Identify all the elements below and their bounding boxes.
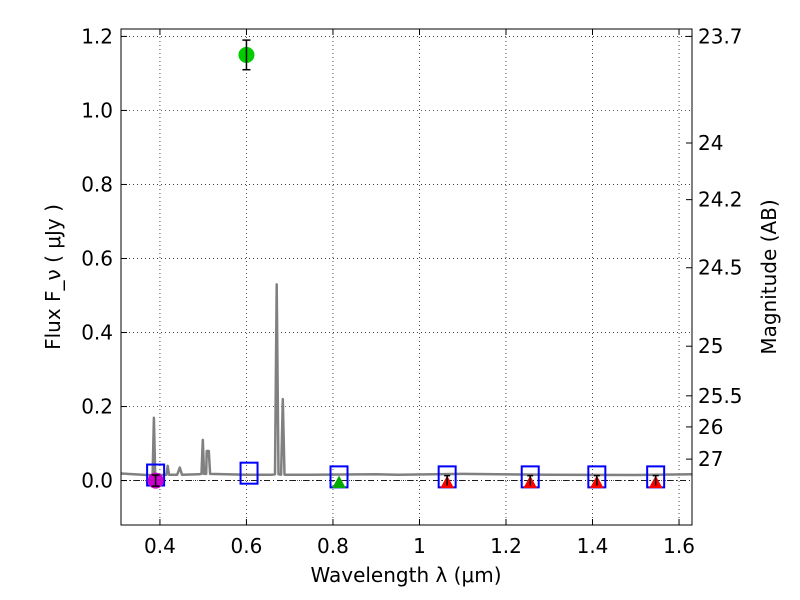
y-tick-label: 1.0 [81,98,113,122]
right-tick-label: 23.7 [698,24,743,48]
x-tick-label: 1.2 [490,534,522,558]
right-tick-label: 27 [698,447,723,471]
y-tick-label: 0.0 [81,469,113,493]
x-tick-label: 1 [413,534,426,558]
plot-frame [120,28,693,526]
x-axis-label: Wavelength λ (μm) [310,563,501,587]
grid [121,29,692,525]
right-tick-label: 25.5 [698,384,743,408]
y-tick-label: 0.4 [81,321,113,345]
right-axis-label: Magnitude (AB) [757,199,781,354]
right-tick-label: 24.5 [698,256,743,280]
spectrum-line [120,283,693,478]
data-marks [120,39,693,489]
y-axis-label: Flux F_ν ( μJy ) [41,204,65,350]
right-tick-label: 24.2 [698,188,743,212]
plot-background [121,29,692,525]
x-tick-label: 1.6 [663,534,695,558]
x-tick-label: 1.4 [577,534,609,558]
y-tick-label: 0.2 [81,395,113,419]
right-tick-label: 24 [698,131,723,155]
x-tick-label: 0.6 [231,534,263,558]
right-tick-label: 26 [698,415,723,439]
upper-limit-triangle [332,475,346,489]
x-tick-label: 0.8 [317,534,349,558]
y-tick-label: 0.6 [81,246,113,270]
right-tick-label: 25 [698,334,723,358]
model-photometry-square [239,461,259,485]
y-tick-label: 0.8 [81,172,113,196]
x-tick-label: 0.4 [144,534,176,558]
tick-marks: 0.4 0.6 0.8 1 1.2 1.4 1.6 0.0 0.2 0.4 0.6 0.8 1.0 1.2… [81,24,742,558]
y-tick-label: 1.2 [81,24,113,48]
